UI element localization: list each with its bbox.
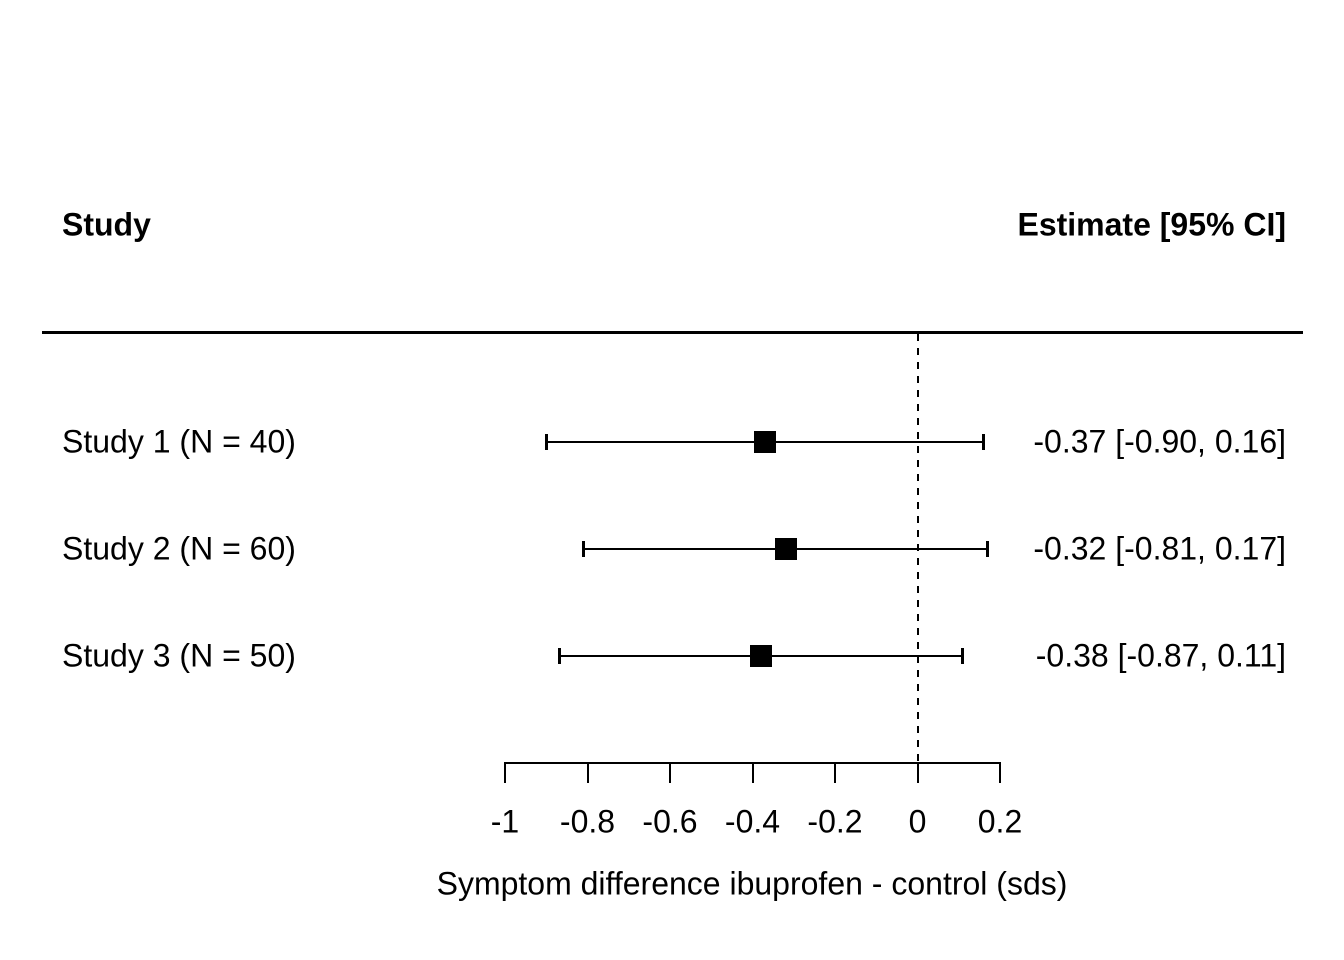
axis-tick	[751, 762, 754, 783]
axis-tick	[669, 762, 671, 783]
estimate-annotation: -0.37 [-0.90, 0.16]	[1033, 423, 1286, 460]
axis-tick	[834, 762, 836, 783]
ci-cap-left	[582, 541, 586, 557]
column-header-study: Study	[62, 206, 151, 243]
study-label: Study 3 (N = 50)	[62, 637, 296, 674]
point-estimate-square	[749, 645, 772, 667]
point-estimate-square	[774, 538, 797, 560]
axis-tick	[586, 762, 589, 783]
point-estimate-square	[753, 431, 776, 453]
ci-cap-right	[985, 541, 989, 557]
axis-tick-label: -0.2	[807, 803, 863, 840]
x-axis-title: Symptom difference ibuprofen - control (…	[436, 865, 1068, 902]
study-label: Study 1 (N = 40)	[62, 423, 296, 460]
axis-tick	[999, 762, 1001, 783]
ci-cap-right	[981, 434, 985, 450]
study-label: Study 2 (N = 60)	[62, 530, 296, 567]
axis-tick-label: -1	[490, 803, 520, 840]
axis-tick-label: -0.8	[559, 803, 616, 840]
header-separator-line	[42, 331, 1303, 334]
ci-cap-left	[557, 648, 561, 664]
axis-tick	[916, 762, 919, 783]
ci-cap-left	[545, 434, 549, 450]
estimate-annotation: -0.38 [-0.87, 0.11]	[1035, 637, 1286, 674]
ci-cap-right	[960, 648, 964, 664]
axis-tick-label: 0.2	[977, 803, 1023, 840]
axis-tick-label: 0	[908, 803, 927, 840]
axis-tick-label: -0.6	[642, 803, 698, 840]
axis-tick	[504, 762, 506, 783]
column-header-estimate: Estimate [95% CI]	[1017, 206, 1286, 243]
axis-tick-label: -0.4	[724, 803, 781, 840]
estimate-annotation: -0.32 [-0.81, 0.17]	[1033, 530, 1286, 567]
